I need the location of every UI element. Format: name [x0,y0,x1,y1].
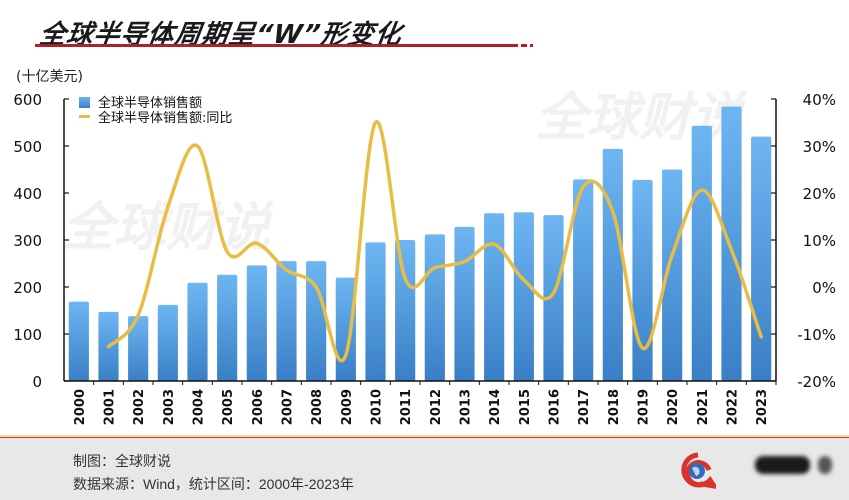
title-underline-dot [530,44,533,47]
x-tick-label: 2008 [310,389,325,425]
legend: 全球半导体销售额 全球半导体销售额:同比 [79,95,232,126]
bar-2015 [513,212,534,381]
x-tick-label: 2009 [340,389,355,425]
bar-series [68,106,772,382]
title-underline [35,44,518,47]
bar-2011 [395,240,416,381]
x-tick-label: 2014 [488,389,503,425]
y-tick-right: 0% [812,279,836,297]
x-tick-label: 2011 [399,389,414,425]
bar-2012 [424,234,445,381]
x-tick-label: 2017 [577,389,592,425]
watermark-text: 全球财说 [535,88,748,148]
y-tick-left: 300 [13,232,42,250]
blurred-brand-text [755,456,810,474]
left-axis-unit: (十亿美元) [16,69,83,85]
bar-2014 [484,213,505,381]
blurred-brand-mark [818,456,832,474]
x-tick-label: 2022 [726,389,741,425]
x-tick-label: 2002 [132,389,147,425]
axes: 0 100 200 300 400 500 600 -20% -10% 0% 10% 20% 30% 40… [13,91,836,425]
bar-2004 [187,282,208,381]
bar-2020 [662,169,683,381]
y-tick-right: 30% [803,138,836,156]
x-tick-label: 2003 [162,389,177,425]
x-tick-label: 2015 [518,389,533,425]
bar-2019 [632,179,653,381]
bar-2008 [306,261,327,381]
y-tick-left: 600 [13,91,42,109]
x-tick-label: 2004 [192,389,207,425]
bar-2010 [365,242,386,381]
bar-2021 [691,125,712,381]
y-tick-right: -20% [797,373,836,391]
y-tick-left: 500 [13,138,42,156]
bar-2005 [217,274,238,381]
x-tick-label: 2013 [459,389,474,425]
x-tick-label: 2012 [429,389,444,425]
y-tick-right: 20% [803,185,836,203]
brand-logo-icon [681,452,716,489]
title-underline-dash [521,44,527,47]
x-tick-label: 2005 [221,389,236,425]
legend-bar-label: 全球半导体销售额 [98,95,202,111]
x-tick-label: 2006 [251,389,266,425]
footer-source: 数据来源：Wind，统计区间：2000年-2023年 [73,476,354,492]
y-tick-left: 100 [13,326,42,344]
y-tick-right: -10% [797,326,836,344]
x-tick-label: 2018 [607,389,622,425]
bar-2023 [751,136,772,381]
legend-bar-swatch [79,97,90,108]
bar-2009 [335,277,356,381]
bar-2022 [721,106,742,382]
x-tick-label: 2016 [548,389,563,425]
x-tick-label: 2001 [103,389,118,425]
yoy-line-series [106,120,763,363]
y-tick-right: 40% [803,91,836,109]
bar-2006 [246,265,267,381]
bar-2003 [157,304,178,381]
x-tick-label: 2021 [696,389,711,425]
bar-2007 [276,261,297,381]
legend-line-label: 全球半导体销售额:同比 [98,110,232,126]
y-tick-right: 10% [803,232,836,250]
bar-2017 [573,179,594,381]
x-tick-label: 2010 [370,389,385,425]
x-tick-label: 2019 [637,389,652,425]
footer-accent-line [0,435,849,437]
x-tick-label: 2007 [281,389,296,425]
legend-line-swatch [79,115,90,118]
x-tick-label: 2023 [755,389,770,425]
y-tick-left: 0 [32,373,42,391]
x-tick-label: 2000 [73,389,88,425]
bar-2018 [602,148,623,381]
bar-2000 [68,301,89,381]
y-tick-left: 400 [13,185,42,203]
y-tick-left: 200 [13,279,42,297]
footer-credit: 制图：全球财说 [73,453,171,469]
bar-2016 [543,215,564,381]
bar-2002 [128,316,149,381]
x-tick-label: 2020 [666,389,681,425]
bar-2013 [454,226,475,381]
